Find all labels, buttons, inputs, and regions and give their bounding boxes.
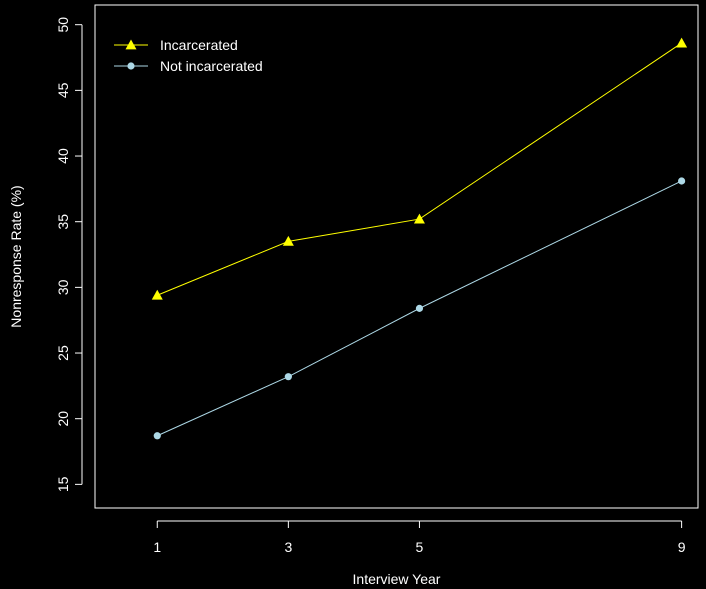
y-tick-label: 25 [55,345,71,361]
legend-item: Incarcerated [114,37,238,53]
data-point [415,304,424,312]
y-tick-label: 20 [55,411,71,427]
data-point [151,289,163,300]
series-line [157,42,682,296]
data-point [284,373,292,381]
y-tick-label: 30 [55,279,71,295]
legend-marker [127,62,135,70]
legend-label: Not incarcerated [160,58,263,74]
plot-frame [94,4,699,509]
y-axis: 15 20 25 30 35 40 45 50 [55,17,83,492]
y-tick-label: 45 [55,82,71,98]
data-point [676,37,688,48]
y-tick-label: 15 [55,476,71,492]
legend-item: Not incarcerated [114,58,263,74]
data-point [413,213,425,224]
y-tick-label: 35 [55,214,71,230]
data-point [678,177,686,185]
data-point [153,432,161,440]
legend-marker [125,39,137,50]
x-axis-title: Interview Year [353,571,441,587]
x-axis: 1 3 5 9 [153,520,686,555]
x-tick-label: 5 [416,539,424,555]
x-tick-label: 9 [678,539,686,555]
series-layer [151,37,688,440]
x-tick-label: 3 [284,539,292,555]
y-tick-label: 50 [55,17,71,33]
series-1 [153,177,686,440]
data-point [282,235,294,246]
series-0 [151,37,688,300]
y-axis-title: Nonresponse Rate (%) [8,185,24,327]
series-line [157,180,682,437]
legend: Incarcerated Not incarcerated [114,37,263,74]
legend-label: Incarcerated [160,37,238,53]
y-tick-label: 40 [55,148,71,164]
x-tick-label: 1 [153,539,161,555]
